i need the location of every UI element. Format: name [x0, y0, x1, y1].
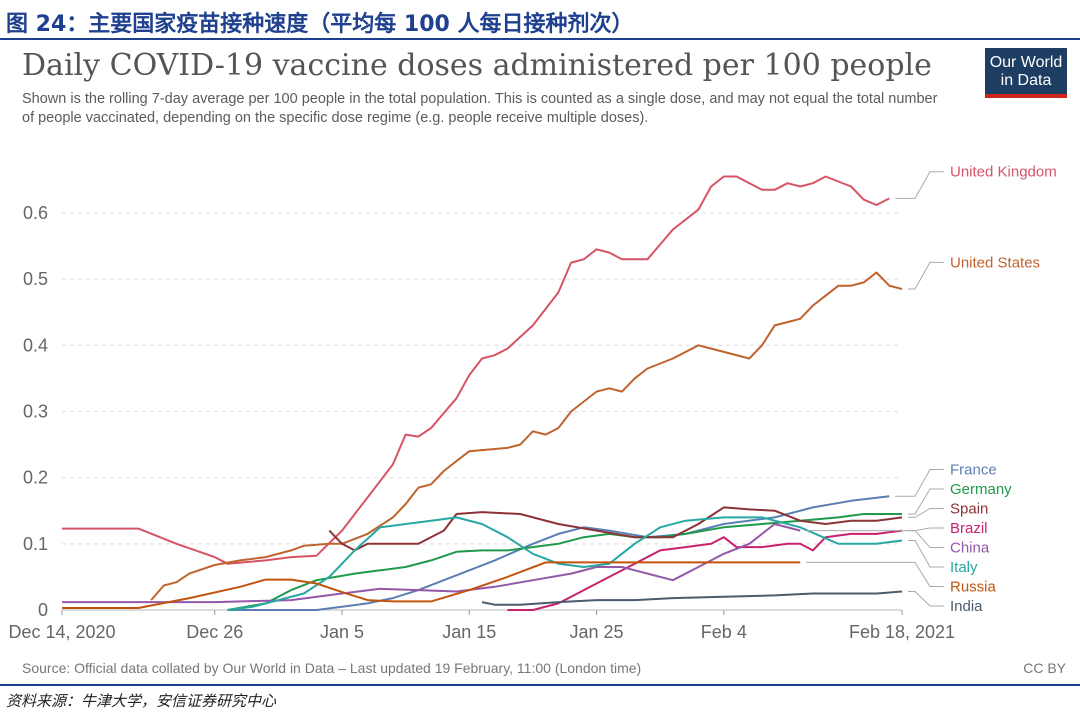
legend-leader-line [908, 591, 944, 607]
x-axis: Dec 14, 2020 Dec 26 Jan 5 Jan 15 Jan 25 Feb 4… [8, 610, 955, 642]
y-tick-label: 0.6 [23, 203, 48, 223]
owid-logo-line1: Our World [989, 54, 1063, 71]
legend-leader-line [895, 171, 944, 199]
legend-label-germany[interactable]: Germany [950, 481, 1012, 498]
legend-leader-line [908, 261, 944, 290]
caption-divider [0, 38, 1080, 40]
series-layer [62, 175, 903, 611]
owid-logo-line2: in Data [1000, 72, 1052, 89]
legend-label-india[interactable]: India [950, 598, 983, 615]
license-link[interactable]: CC BY [1023, 660, 1066, 676]
y-tick-label: 0.3 [23, 401, 48, 421]
x-tick-label: Feb 18, 2021 [849, 622, 955, 642]
y-tick-label: 0.4 [23, 335, 48, 355]
series-line-france[interactable] [227, 495, 890, 611]
line-chart: 0 0.1 0.2 0.3 0.4 0.5 0.6 Dec 14, 2020 Dec 26 Ja… [8, 164, 1057, 642]
x-tick-label: Jan 5 [320, 622, 364, 642]
chart-title: Daily COVID-19 vaccine doses administere… [22, 48, 932, 83]
legend-label-united-states[interactable]: United States [950, 254, 1040, 271]
legend-leader-line [806, 561, 944, 587]
series-line-united-kingdom[interactable] [62, 175, 890, 565]
legend-leader-line [806, 530, 944, 548]
legend-leader-line [908, 540, 944, 568]
y-tick-label: 0.5 [23, 269, 48, 289]
legend-label-united-kingdom[interactable]: United Kingdom [950, 164, 1057, 181]
series-line-spain[interactable] [328, 506, 903, 552]
legend-label-china[interactable]: China [950, 540, 990, 557]
y-tick-label: 0 [38, 600, 48, 620]
legend-leader-line [908, 488, 944, 515]
x-tick-label: Dec 14, 2020 [8, 622, 115, 642]
chart-source-footer: Source: Official data collated by Our Wo… [22, 660, 642, 676]
x-tick-label: Feb 4 [701, 622, 747, 642]
y-axis: 0 0.1 0.2 0.3 0.4 0.5 0.6 [23, 203, 48, 620]
legend-leader-line [895, 469, 944, 497]
legend: United Kingdom United States France Germany… [806, 164, 1057, 615]
series-line-italy[interactable] [227, 516, 903, 611]
legend-label-italy[interactable]: Italy [950, 559, 978, 576]
legend-label-russia[interactable]: Russia [950, 579, 997, 596]
footer-divider [0, 684, 1080, 686]
series-line-united-states[interactable] [150, 271, 903, 601]
y-tick-label: 0.1 [23, 534, 48, 554]
series-line-india[interactable] [481, 590, 903, 606]
x-tick-label: Jan 15 [442, 622, 496, 642]
series-line-china[interactable] [62, 523, 801, 604]
owid-logo[interactable]: Our World in Data [985, 48, 1067, 98]
grid-layer [62, 212, 902, 611]
x-tick-label: Dec 26 [186, 622, 243, 642]
legend-leader-line [908, 508, 944, 518]
series-line-russia[interactable] [62, 561, 801, 609]
series-line-germany[interactable] [227, 513, 903, 611]
y-tick-label: 0.2 [23, 468, 48, 488]
x-tick-label: Jan 25 [570, 622, 624, 642]
chart-subtitle: Shown is the rolling 7-day average per 1… [22, 91, 938, 126]
legend-label-spain[interactable]: Spain [950, 501, 988, 518]
legend-label-brazil[interactable]: Brazil [950, 520, 988, 537]
source-note: 资料来源：牛津大学，安信证券研究中心 [6, 692, 277, 710]
legend-label-france[interactable]: France [950, 462, 997, 479]
figure-caption: 图 24：主要国家疫苗接种速度（平均每 100 人每日接种剂次） [6, 12, 634, 37]
